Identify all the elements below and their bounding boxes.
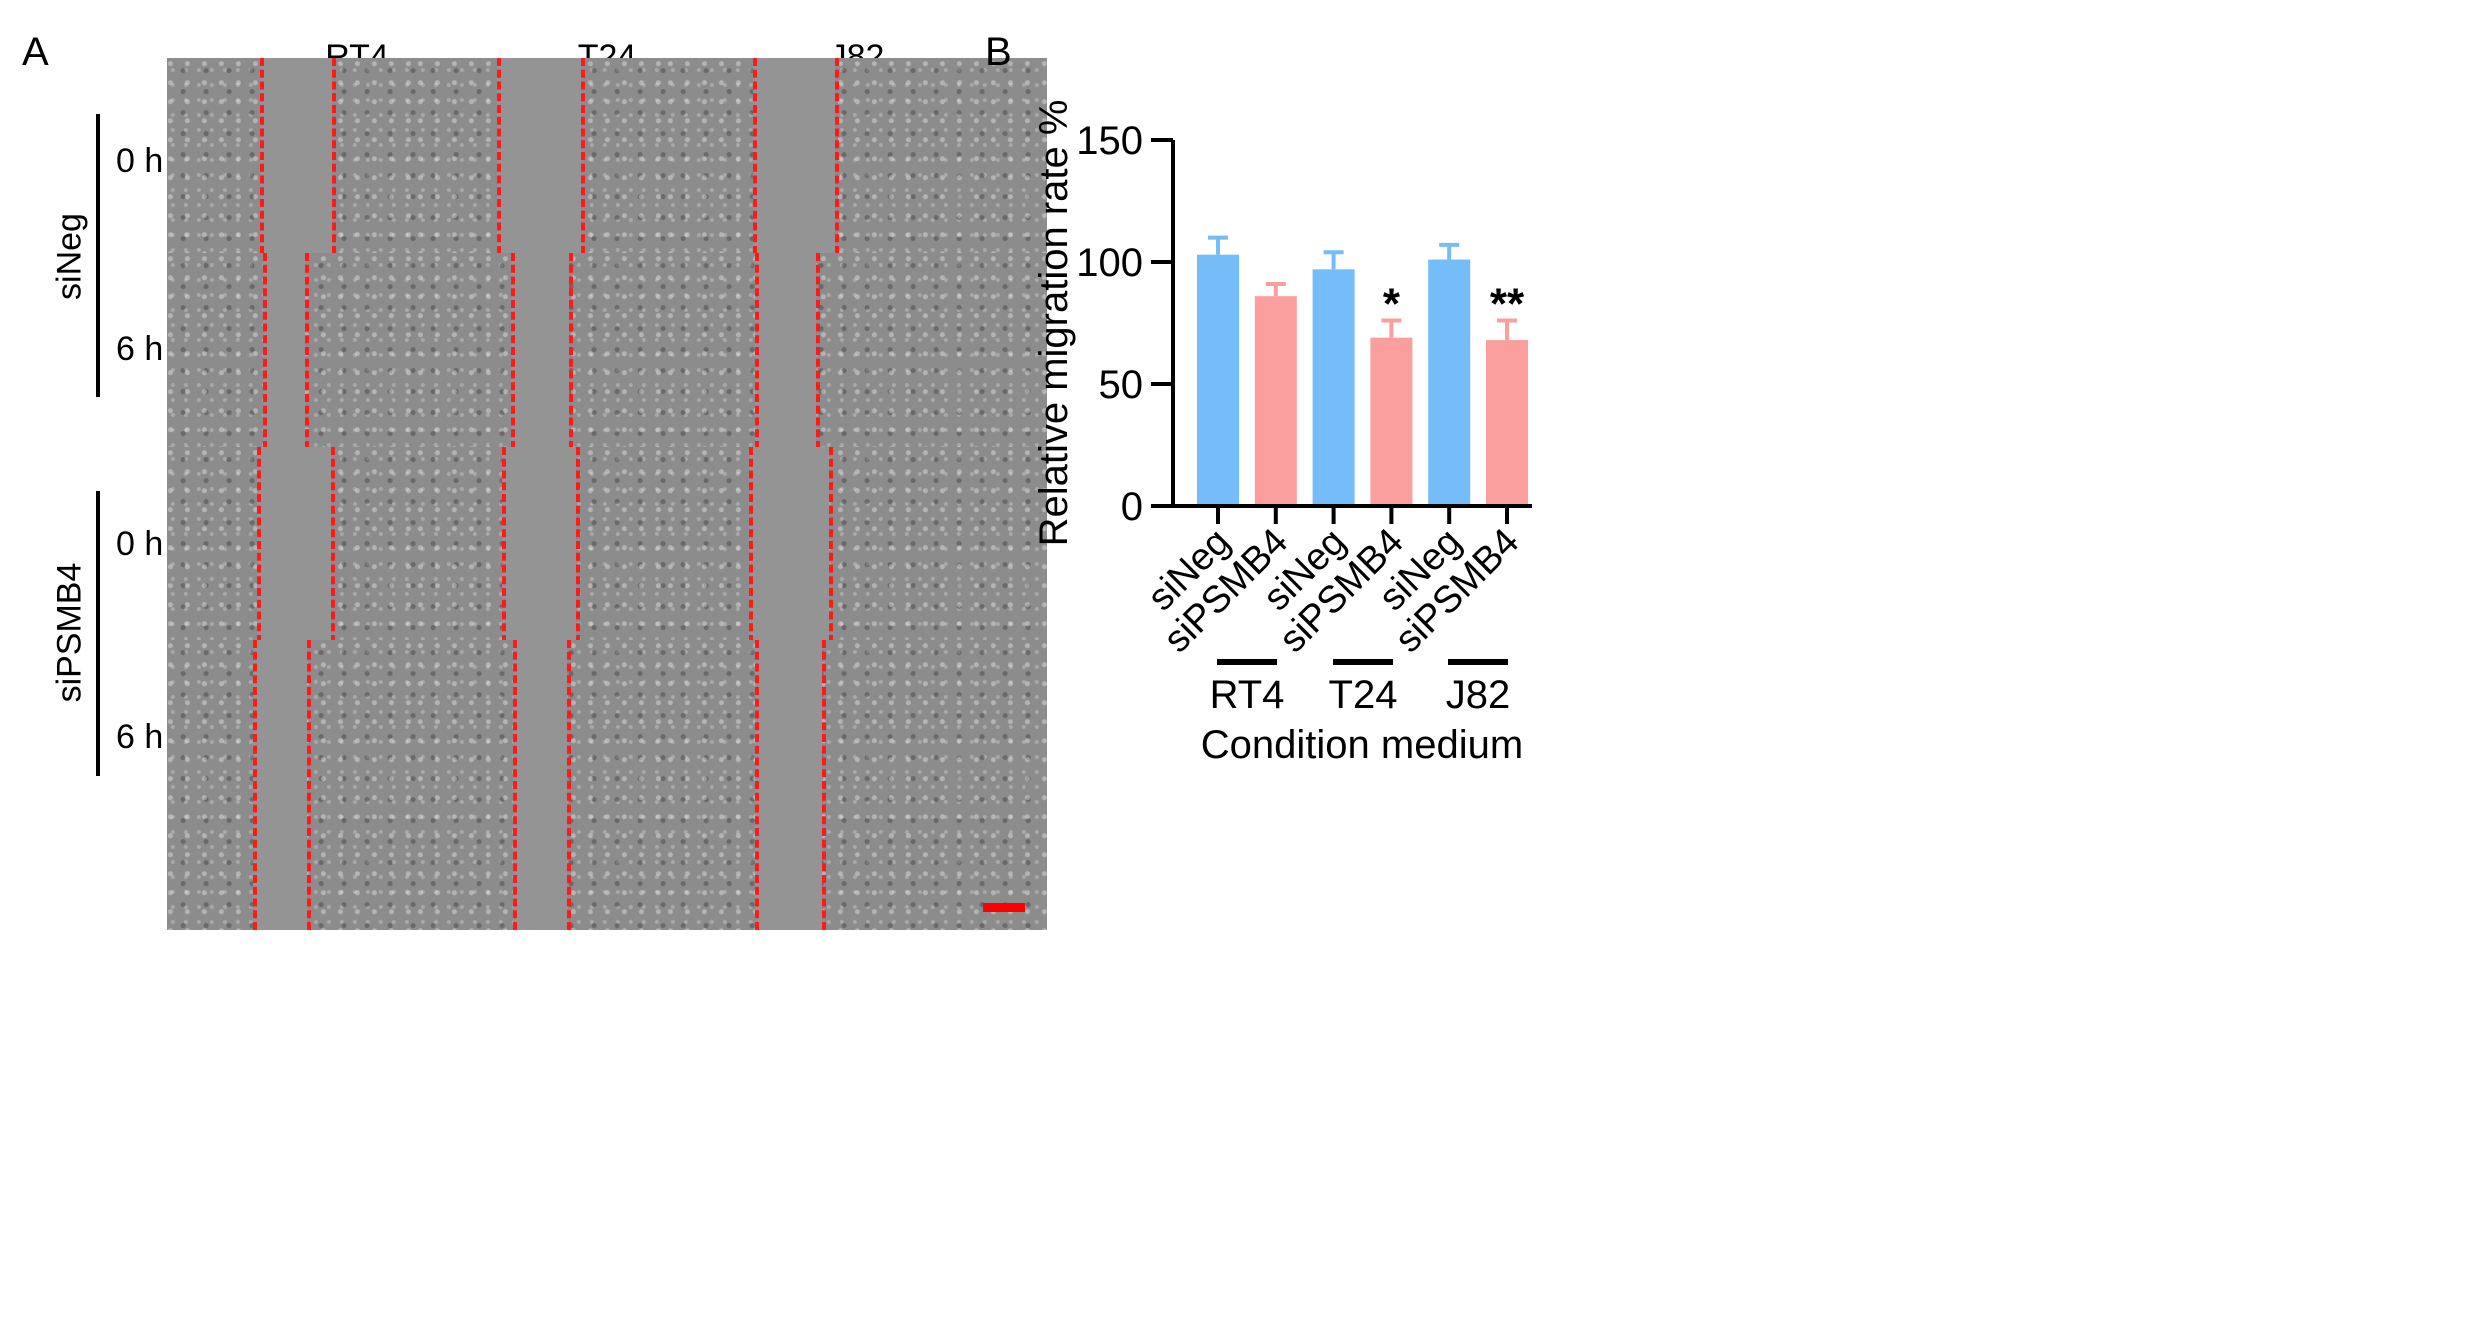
wound-edge-left [497,58,501,348]
micrograph-sipsmb4-6h-j82 [667,640,1047,930]
wound-edge-right [307,640,311,930]
bar-1-sineg [1197,254,1239,504]
wound-edge-left [513,640,517,930]
y-tick-label-150: 150 [1076,119,1143,163]
x-axis-title: Condition medium [1201,723,1523,767]
significance-marker-4: * [1383,280,1401,329]
wound-edge-right [829,447,833,737]
chart-group-lines: RT4 T24 J82 [1210,659,1511,717]
group-bracket-sineg [96,114,100,397]
bar-6-sipsmb4 [1486,340,1528,504]
y-tick-label-100: 100 [1076,241,1143,285]
wound-edge-left [755,253,759,543]
wound-edge-right [576,447,580,737]
cell-texture [667,640,1047,930]
group-label-sineg: siNeg [50,213,89,300]
group-label-t24: T24 [1329,673,1398,717]
wound-edge-left [263,253,267,543]
scale-bar [983,903,1025,912]
group-label-j82: J82 [1446,673,1511,717]
panel-b-letter: B [985,30,1012,74]
group-label-rt4: RT4 [1210,673,1285,717]
group-label-sipsmb4: siPSMB4 [50,562,89,703]
bar-3-sineg [1312,269,1355,504]
wound-edge-right [332,58,336,348]
wound-edge-right [305,253,309,543]
wound-edge-right [567,640,571,930]
row-label-sipsmb4-0h: 0 h [116,525,164,563]
y-axis-label: Relative migration rate % [1032,100,1076,547]
wound-edge-right [331,447,335,737]
wound-edge-right [822,640,826,930]
y-tick-label-50: 50 [1099,363,1144,407]
wound-edge-left [755,640,759,930]
wound-edge-left [749,447,753,737]
wound-gap [513,640,567,930]
chart-bars: * ** [1197,235,1528,504]
panel-a-letter: A [22,30,49,74]
row-label-sipsmb4-6h: 6 h [116,718,164,756]
wound-edge-right [581,58,585,348]
chart-axes: 0 50 100 150 [1076,119,1532,529]
bar-5-sineg [1428,259,1471,504]
wound-edge-left [502,447,506,737]
wound-edge-left [253,640,257,930]
wound-edge-left [260,58,264,348]
bar-4-sipsmb4 [1370,337,1413,504]
wound-edge-left [511,253,515,543]
bar-2-sipsmb4 [1254,296,1297,504]
wound-gap [755,640,822,930]
significance-marker-6: ** [1490,280,1525,329]
wound-edge-right [835,58,839,348]
y-tick-label-0: 0 [1121,485,1143,529]
wound-edge-right [816,253,820,543]
wound-edge-right [569,253,573,543]
wound-gap [253,640,307,930]
wound-edge-left [257,447,261,737]
wound-edge-left [753,58,757,348]
row-label-sineg-0h: 0 h [116,142,164,180]
row-label-sineg-6h: 6 h [116,330,164,368]
group-bracket-sipsmb4 [96,491,100,776]
